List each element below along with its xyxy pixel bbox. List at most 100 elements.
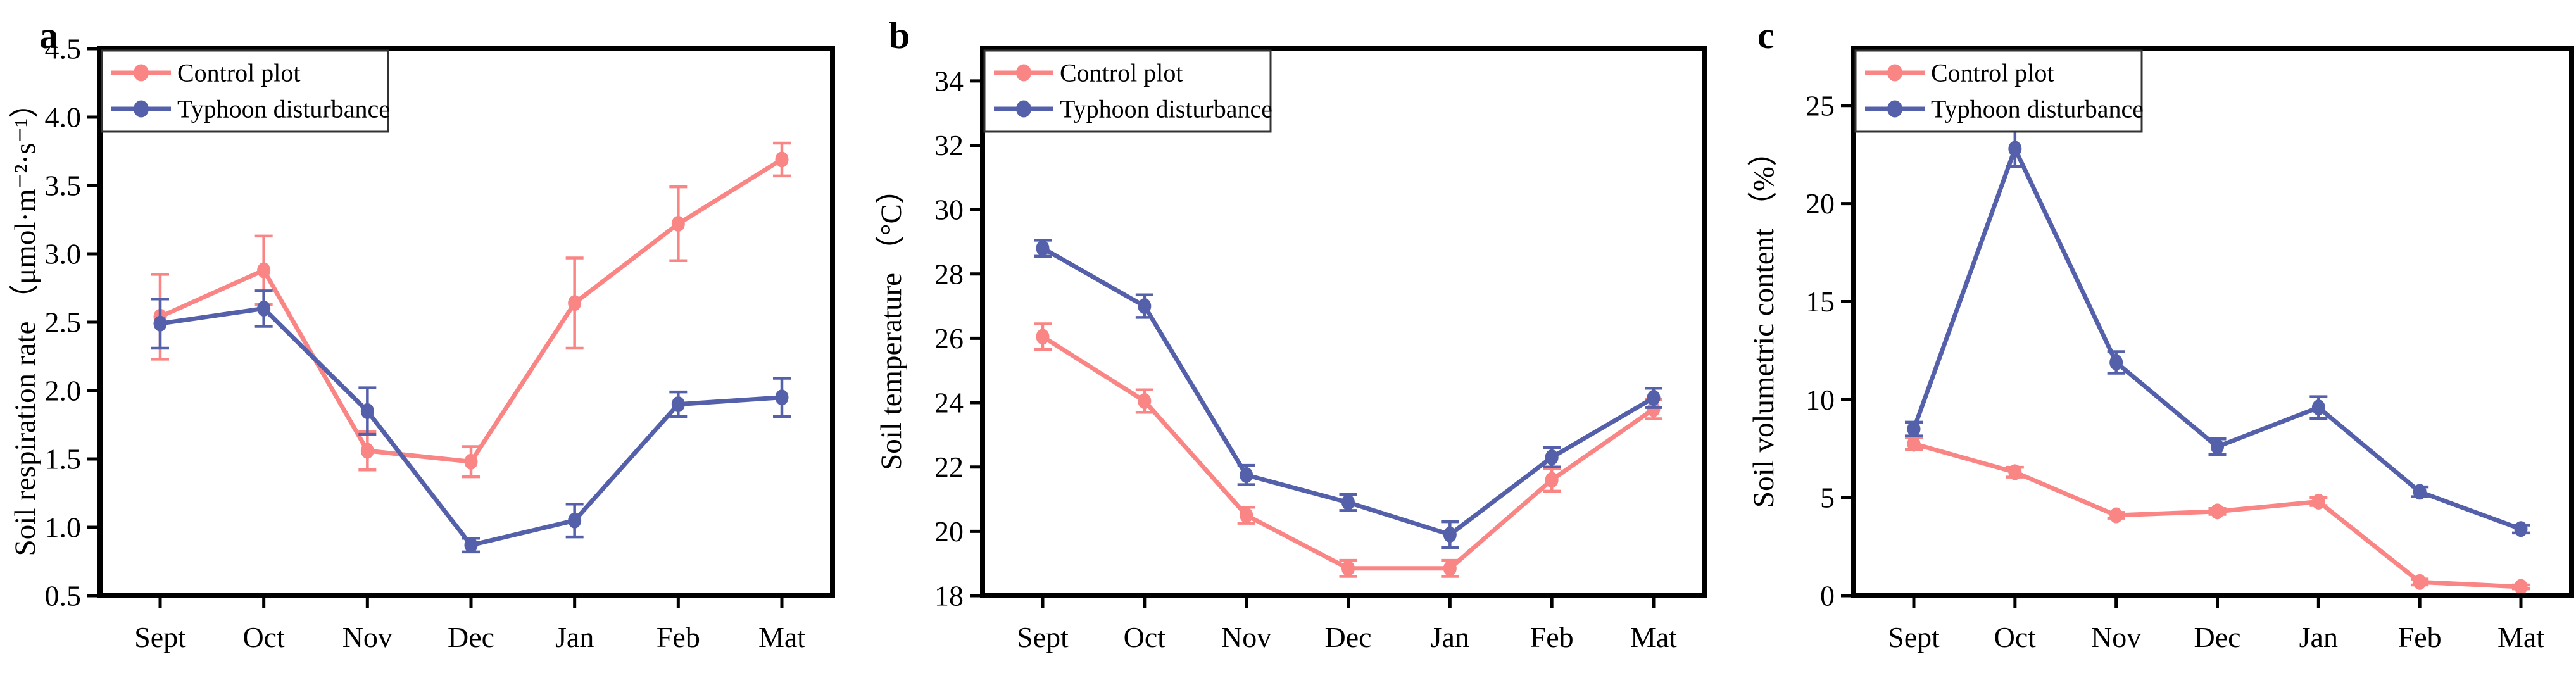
y-tick-label: 10 bbox=[1806, 384, 1835, 416]
panel-b-chart: 18 20 22 24 26 28 30 32 34 Sept Oct Nov Dec Jan Feb Mat… bbox=[875, 46, 1707, 653]
data-point-marker bbox=[1240, 507, 1253, 524]
y-tick-label: 28 bbox=[934, 258, 964, 290]
x-tick-label: Jan bbox=[2299, 621, 2338, 653]
y-tick-label: 2.0 bbox=[45, 375, 82, 407]
data-point-marker bbox=[2413, 484, 2427, 500]
y-tick-label: 22 bbox=[934, 451, 964, 483]
x-tick-label: Oct bbox=[1994, 621, 2037, 653]
x-tick-label: Mat bbox=[2497, 621, 2544, 653]
x-tick-label: Oct bbox=[242, 621, 285, 653]
data-point-marker bbox=[671, 215, 685, 232]
data-point-marker bbox=[1036, 240, 1050, 256]
x-tick-label: Jan bbox=[1431, 621, 1469, 653]
data-point-marker bbox=[1545, 472, 1559, 488]
typhoon-series bbox=[1034, 239, 1662, 549]
data-point-marker bbox=[2109, 507, 2123, 524]
y-axis-title: Soil temperature （°C） bbox=[875, 174, 908, 470]
x-tick-label: Jan bbox=[555, 621, 594, 653]
y-tick-label: 25 bbox=[1806, 89, 1835, 122]
y-tick-label: 15 bbox=[1806, 286, 1835, 318]
control-series bbox=[1034, 322, 1662, 578]
data-point-marker bbox=[1341, 560, 1355, 577]
data-point-marker bbox=[1240, 467, 1253, 483]
data-point-marker bbox=[2211, 503, 2224, 520]
data-point-marker bbox=[2008, 464, 2022, 480]
data-point-marker bbox=[568, 512, 582, 529]
legend-marker-icon bbox=[1887, 100, 1902, 118]
data-point-marker bbox=[2311, 399, 2325, 416]
x-tick-label: Nov bbox=[2091, 621, 2141, 653]
x-tick-label: Mat bbox=[758, 621, 805, 653]
data-point-marker bbox=[153, 315, 167, 332]
data-point-marker bbox=[1647, 401, 1661, 417]
typhoon-series-line bbox=[1041, 246, 1655, 537]
legend: Control plot Typhoon disturbance bbox=[101, 49, 390, 133]
data-point-marker bbox=[2514, 579, 2528, 595]
y-tick-label: 24 bbox=[934, 387, 964, 419]
data-point-marker bbox=[2413, 574, 2427, 590]
panel-c-chart: 0 5 10 15 20 25 Sept Oct Nov Dec Jan Feb Mat Soil vol… bbox=[1747, 46, 2574, 653]
data-point-marker bbox=[360, 403, 374, 419]
y-tick-label: 4.5 bbox=[45, 33, 82, 65]
y-axis-title: Soil respiration rate （μmol·m⁻²·s⁻¹） bbox=[9, 89, 42, 556]
panel-c-label: c bbox=[1757, 15, 1775, 56]
data-point-marker bbox=[360, 443, 374, 459]
legend-box bbox=[983, 49, 1272, 133]
data-point-marker bbox=[1907, 421, 1921, 437]
y-tick-label: 3.0 bbox=[45, 238, 82, 270]
x-tick-label: Feb bbox=[1530, 621, 1574, 653]
legend-marker-icon bbox=[134, 100, 149, 118]
data-point-marker bbox=[775, 389, 789, 406]
legend-label: Typhoon disturbance bbox=[177, 95, 390, 123]
y-tick-label: 0 bbox=[1820, 580, 1835, 612]
x-tick-label: Mat bbox=[1630, 621, 1677, 653]
y-tick-label: 1.5 bbox=[45, 443, 82, 475]
legend-label: Typhoon disturbance bbox=[1931, 95, 2144, 123]
data-point-marker bbox=[2211, 439, 2224, 455]
data-point-marker bbox=[257, 262, 271, 279]
x-tick-label: Dec bbox=[2194, 621, 2240, 653]
legend-label: Control plot bbox=[1060, 59, 1183, 87]
y-tick-label: 32 bbox=[934, 129, 964, 161]
y-tick-label: 34 bbox=[934, 65, 964, 97]
panel-a-label: a bbox=[39, 15, 58, 56]
legend-marker-icon bbox=[134, 64, 149, 82]
data-point-marker bbox=[568, 295, 582, 311]
data-point-marker bbox=[1341, 494, 1355, 511]
legend: Control plot Typhoon disturbance bbox=[983, 49, 1272, 133]
plot-border bbox=[1851, 46, 2574, 598]
y-tick-label: 5 bbox=[1820, 482, 1835, 514]
data-point-marker bbox=[775, 151, 789, 168]
data-point-marker bbox=[257, 300, 271, 317]
data-point-marker bbox=[1907, 436, 1921, 452]
data-point-marker bbox=[1443, 560, 1457, 577]
y-tick-label: 1.0 bbox=[45, 512, 82, 544]
y-tick-label: 20 bbox=[934, 515, 964, 548]
legend-label: Typhoon disturbance bbox=[1060, 95, 1272, 123]
panel-b-label: b bbox=[889, 15, 910, 56]
data-point-marker bbox=[671, 396, 685, 413]
x-tick-label: Dec bbox=[1324, 621, 1371, 653]
y-axis-title: Soil volumetric content （%） bbox=[1747, 137, 1780, 508]
legend-box bbox=[101, 49, 389, 133]
typhoon-series-line bbox=[1911, 146, 2522, 531]
data-point-marker bbox=[464, 453, 478, 470]
legend-marker-icon bbox=[1887, 64, 1902, 82]
data-point-marker bbox=[1138, 298, 1152, 315]
data-point-marker bbox=[2514, 521, 2528, 537]
x-tick-label: Sept bbox=[134, 621, 186, 653]
y-tick-label: 4.0 bbox=[45, 101, 82, 134]
panel-a-chart: 0.5 1.0 1.5 2.0 2.5 3.0 3.5 4.0 4.5 Sept Oct Nov Dec… bbox=[9, 33, 835, 653]
x-tick-label: Oct bbox=[1124, 621, 1166, 653]
data-point-marker bbox=[1138, 393, 1152, 410]
data-point-marker bbox=[1545, 449, 1559, 465]
x-tick-label: Feb bbox=[657, 621, 700, 653]
y-tick-label: 18 bbox=[934, 580, 964, 612]
legend-marker-icon bbox=[1016, 100, 1031, 118]
y-tick-label: 26 bbox=[934, 322, 964, 355]
y-tick-label: 3.5 bbox=[45, 170, 82, 202]
data-point-marker bbox=[2008, 141, 2022, 157]
x-tick-label: Feb bbox=[2398, 621, 2442, 653]
x-tick-label: Dec bbox=[448, 621, 494, 653]
